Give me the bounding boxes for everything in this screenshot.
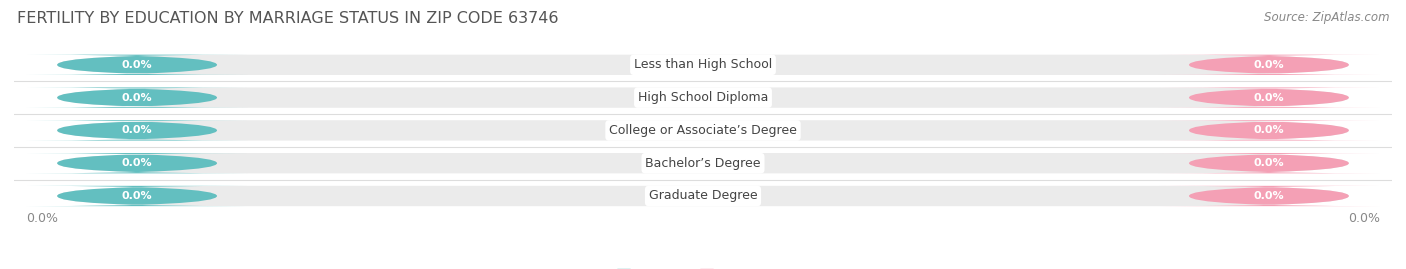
Text: Source: ZipAtlas.com: Source: ZipAtlas.com bbox=[1264, 11, 1389, 24]
Text: Graduate Degree: Graduate Degree bbox=[648, 189, 758, 203]
Text: Bachelor’s Degree: Bachelor’s Degree bbox=[645, 157, 761, 170]
Text: Less than High School: Less than High School bbox=[634, 58, 772, 71]
FancyBboxPatch shape bbox=[27, 120, 247, 141]
FancyBboxPatch shape bbox=[1159, 153, 1379, 173]
FancyBboxPatch shape bbox=[27, 153, 247, 173]
Text: FERTILITY BY EDUCATION BY MARRIAGE STATUS IN ZIP CODE 63746: FERTILITY BY EDUCATION BY MARRIAGE STATU… bbox=[17, 11, 558, 26]
Text: High School Diploma: High School Diploma bbox=[638, 91, 768, 104]
Text: 0.0%: 0.0% bbox=[1254, 158, 1284, 168]
FancyBboxPatch shape bbox=[58, 55, 1348, 75]
Text: 0.0%: 0.0% bbox=[1254, 93, 1284, 102]
FancyBboxPatch shape bbox=[58, 120, 1348, 141]
FancyBboxPatch shape bbox=[1159, 186, 1379, 206]
FancyBboxPatch shape bbox=[27, 186, 247, 206]
Text: 0.0%: 0.0% bbox=[122, 93, 152, 102]
Text: 0.0%: 0.0% bbox=[27, 212, 59, 225]
Text: 0.0%: 0.0% bbox=[122, 158, 152, 168]
FancyBboxPatch shape bbox=[1159, 120, 1379, 141]
FancyBboxPatch shape bbox=[27, 55, 247, 75]
Text: 0.0%: 0.0% bbox=[122, 60, 152, 70]
Text: 0.0%: 0.0% bbox=[122, 125, 152, 135]
Legend: Married, Unmarried: Married, Unmarried bbox=[612, 264, 794, 269]
Text: 0.0%: 0.0% bbox=[1347, 212, 1379, 225]
FancyBboxPatch shape bbox=[58, 153, 1348, 173]
FancyBboxPatch shape bbox=[1159, 55, 1379, 75]
Text: 0.0%: 0.0% bbox=[1254, 191, 1284, 201]
FancyBboxPatch shape bbox=[27, 87, 247, 108]
Text: 0.0%: 0.0% bbox=[122, 191, 152, 201]
FancyBboxPatch shape bbox=[58, 87, 1348, 108]
Text: College or Associate’s Degree: College or Associate’s Degree bbox=[609, 124, 797, 137]
Text: 0.0%: 0.0% bbox=[1254, 125, 1284, 135]
FancyBboxPatch shape bbox=[58, 186, 1348, 206]
Text: 0.0%: 0.0% bbox=[1254, 60, 1284, 70]
FancyBboxPatch shape bbox=[1159, 87, 1379, 108]
